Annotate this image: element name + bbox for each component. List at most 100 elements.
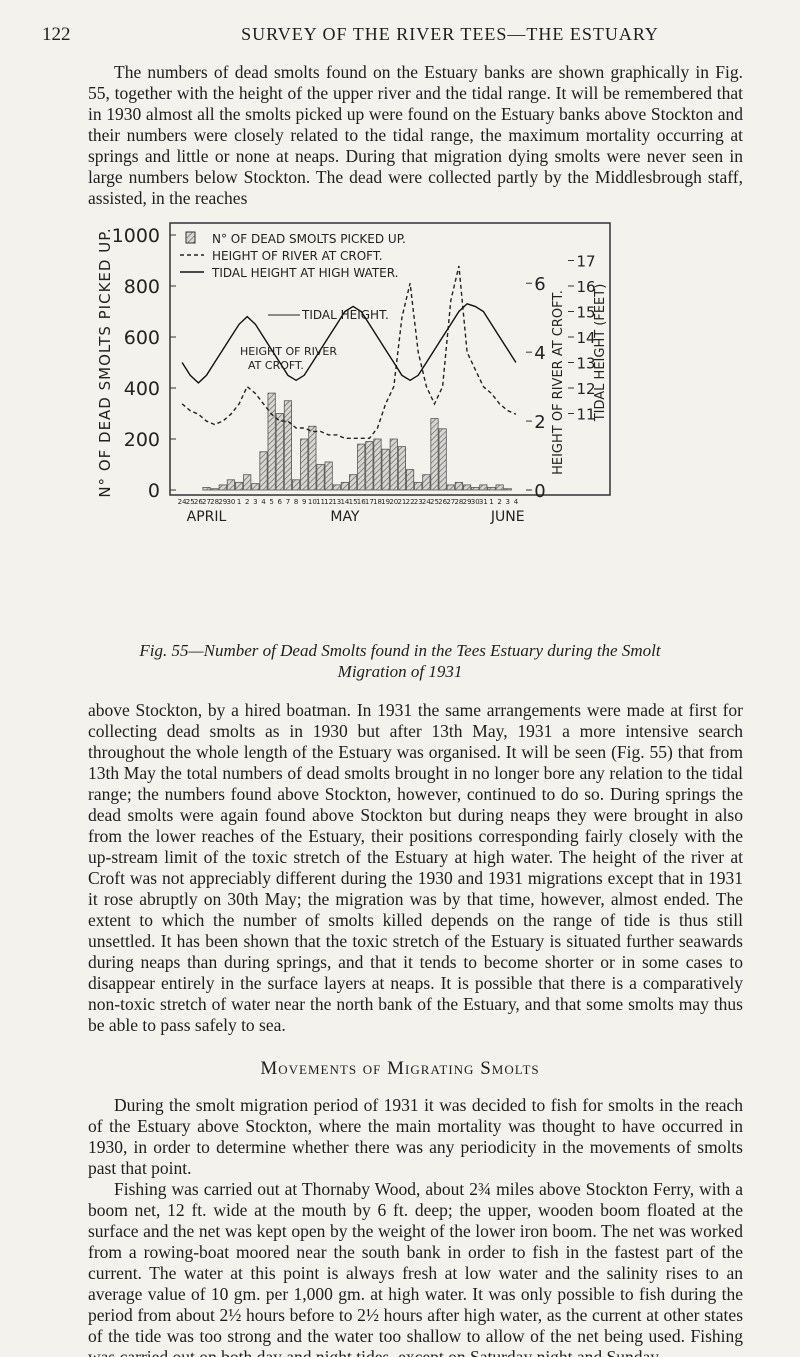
bar bbox=[316, 464, 325, 491]
annotation: TIDAL HEIGHT. bbox=[301, 308, 389, 322]
y-tick-label: 1000 bbox=[112, 225, 160, 247]
bar bbox=[202, 487, 211, 491]
bar bbox=[422, 474, 431, 491]
x-tick-label: 22 bbox=[406, 498, 415, 506]
caption-line: Migration of 1931 bbox=[337, 662, 463, 681]
bar bbox=[357, 443, 366, 491]
paragraph-text: The numbers of dead smolts found on the … bbox=[88, 62, 743, 208]
x-tick-label: 14 bbox=[340, 498, 349, 506]
x-tick-label: 4 bbox=[514, 498, 519, 506]
x-tick-label: 25 bbox=[430, 498, 439, 506]
month-label: MAY bbox=[330, 509, 360, 525]
bar bbox=[406, 469, 415, 491]
section-body: During the smolt migration period of 193… bbox=[88, 1095, 743, 1357]
x-tick-label: 7 bbox=[286, 498, 290, 506]
x-tick-label: 28 bbox=[210, 498, 219, 506]
legend-label: HEIGHT OF RIVER AT CROFT. bbox=[212, 249, 383, 263]
bar bbox=[243, 474, 252, 491]
y-tick-label: 0 bbox=[148, 480, 160, 502]
x-tick-label: 5 bbox=[269, 498, 273, 506]
bar bbox=[349, 474, 358, 491]
y-tick-label: 400 bbox=[124, 378, 160, 400]
y-tick-label: 800 bbox=[124, 276, 160, 298]
x-tick-label: 27 bbox=[446, 498, 455, 506]
x-tick-label: 20 bbox=[389, 498, 398, 506]
x-tick-label: 24 bbox=[422, 498, 431, 506]
bar bbox=[226, 479, 235, 491]
bar bbox=[275, 413, 284, 491]
y3-tick-label: 6 bbox=[534, 274, 545, 295]
y3-tick-label: 0 bbox=[534, 481, 545, 502]
x-tick-label: 30 bbox=[226, 498, 235, 506]
bar bbox=[251, 483, 260, 491]
x-tick-label: 2 bbox=[245, 498, 249, 506]
x-tick-label: 28 bbox=[454, 498, 463, 506]
x-tick-label: 2 bbox=[497, 498, 501, 506]
x-tick-label: 1 bbox=[489, 498, 493, 506]
page-number: 122 bbox=[42, 24, 71, 45]
line bbox=[181, 265, 517, 439]
bar bbox=[365, 441, 374, 491]
x-tick-label: 30 bbox=[471, 498, 480, 506]
x-tick-label: 23 bbox=[414, 498, 423, 506]
bar bbox=[283, 400, 292, 491]
caption-line: Fig. 55—Number of Dead Smolts found in t… bbox=[139, 641, 661, 660]
x-tick-label: 25 bbox=[186, 498, 195, 506]
x-tick-label: 29 bbox=[463, 498, 472, 506]
y2-tick-label: 12 bbox=[576, 380, 595, 398]
bar bbox=[397, 446, 406, 491]
y2-tick-label: 13 bbox=[576, 355, 595, 373]
y2-tick-label: 17 bbox=[576, 253, 595, 271]
bar bbox=[438, 428, 447, 491]
bar bbox=[463, 484, 472, 491]
paragraph-text: During the smolt migration period of 193… bbox=[88, 1095, 743, 1178]
x-tick-label: 21 bbox=[397, 498, 406, 506]
running-head: SURVEY OF THE RIVER TEES—THE ESTUARY bbox=[241, 24, 659, 44]
x-tick-label: 29 bbox=[218, 498, 227, 506]
x-tick-label: 13 bbox=[332, 498, 341, 506]
x-tick-label: 4 bbox=[261, 498, 266, 506]
bar bbox=[495, 484, 504, 491]
y2-tick-label: 11 bbox=[576, 406, 595, 424]
x-tick-label: 24 bbox=[178, 498, 187, 506]
legend-symbol bbox=[185, 231, 196, 244]
x-tick-label: 15 bbox=[349, 498, 358, 506]
y-axis-title: N° OF DEAD SMOLTS PICKED UP. bbox=[96, 227, 114, 497]
y2-tick-label: 16 bbox=[576, 278, 595, 296]
annotation: HEIGHT OF RIVER bbox=[240, 345, 337, 358]
y3-tick-label: 4 bbox=[534, 343, 545, 364]
legend-label: TIDAL HEIGHT AT HIGH WATER. bbox=[211, 266, 398, 280]
chart-frame bbox=[169, 222, 611, 496]
x-tick-label: 19 bbox=[381, 498, 390, 506]
y2-tick-label: 15 bbox=[576, 304, 595, 322]
paragraph-text: Fishing was carried out at Thornaby Wood… bbox=[88, 1179, 743, 1357]
legend-label: N° OF DEAD SMOLTS PICKED UP. bbox=[212, 232, 406, 246]
paragraph: The numbers of dead smolts found on the … bbox=[88, 62, 743, 209]
bar bbox=[259, 451, 268, 491]
caption: Fig. 55—Number of Dead Smolts found in t… bbox=[130, 640, 670, 682]
bar bbox=[332, 484, 341, 491]
bar bbox=[373, 438, 382, 491]
x-tick-label: 12 bbox=[324, 498, 333, 506]
bar bbox=[300, 438, 309, 491]
x-tick-label: 26 bbox=[194, 498, 203, 506]
x-tick-label: 18 bbox=[373, 498, 382, 506]
bar bbox=[414, 481, 423, 491]
y2-axis-title: TIDAL HEIGHT (FEET) bbox=[593, 284, 608, 423]
bar bbox=[267, 392, 276, 491]
x-tick-label: 27 bbox=[202, 498, 211, 506]
bar bbox=[487, 487, 496, 491]
y-tick-label: 200 bbox=[124, 429, 160, 451]
x-tick-label: 26 bbox=[438, 498, 447, 506]
bar bbox=[430, 418, 439, 491]
month-label: APRIL bbox=[187, 509, 227, 525]
bar bbox=[308, 425, 317, 491]
paragraph: above Stockton, by a hired boatman. In 1… bbox=[88, 700, 743, 1036]
bar bbox=[340, 481, 349, 491]
section-heading: Movements of Migrating Smolts bbox=[260, 1058, 540, 1079]
x-tick-label: 17 bbox=[365, 498, 374, 506]
x-tick-label: 9 bbox=[302, 498, 306, 506]
bar bbox=[218, 484, 227, 491]
